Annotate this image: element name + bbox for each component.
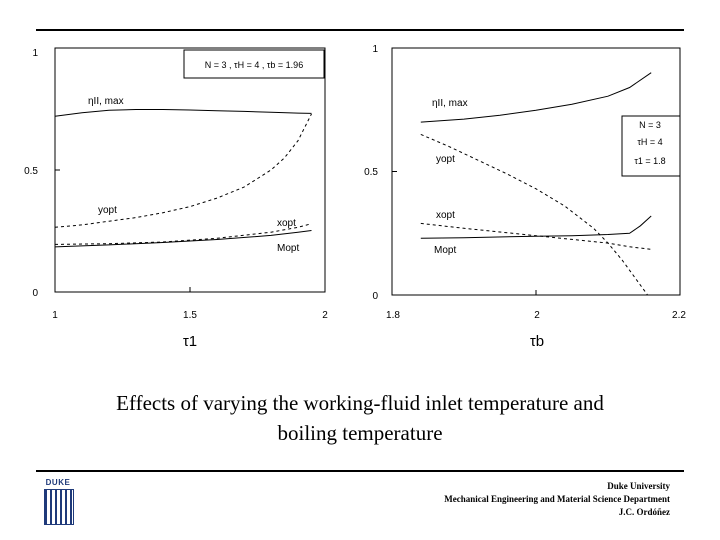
chart1-series-line-0 [54, 109, 312, 117]
chart1-frame [54, 47, 326, 293]
chart1-label-yopt: yopt [98, 205, 117, 216]
duke-logo-emblem [44, 489, 74, 525]
chart2-ytick-1: 1 [372, 44, 378, 55]
chart2-params-box [621, 115, 681, 177]
top-rule [36, 29, 684, 31]
caption-line-1: Effects of varying the working-fluid inl… [116, 391, 604, 415]
chart2-series [420, 72, 652, 296]
chart2-series-line-0 [420, 72, 652, 123]
chart2-ticks [391, 47, 681, 296]
chart2-series-line-2 [420, 222, 652, 250]
chart1-params-text: N = 3 , τH = 4 , τb = 1.96 [205, 60, 303, 70]
chart1-ticks [54, 47, 326, 293]
chart2-label-eta: ηII, max [432, 98, 468, 109]
bottom-rule [36, 470, 684, 472]
duke-logo-text: DUKE [45, 478, 71, 487]
footer-university: Duke University [607, 481, 670, 491]
chart1-label-xopt: xopt [277, 218, 296, 229]
footer-author: J.C. Ordóñez [618, 507, 670, 517]
chart2-xtick-1.8: 1.8 [386, 310, 400, 321]
chart2-xlabel: τb [530, 333, 544, 350]
chart2-series-line-3 [420, 215, 652, 239]
chart2-ytick-0.5: 0.5 [364, 167, 378, 178]
duke-logo: DUKE [38, 478, 78, 525]
chart2-xtick-2: 2 [534, 310, 540, 321]
chart1-xlabel: τ1 [183, 333, 197, 350]
chart2-ytick-0: 0 [372, 291, 378, 302]
chart1-ytick-0.5: 0.5 [24, 166, 38, 177]
chart1-label-eta: ηII, max [88, 96, 124, 107]
chart2-params-tau1: τ1 = 1.8 [634, 156, 665, 166]
chart1-ytick-1: 1 [32, 48, 38, 59]
chart2-params-n: N = 3 [639, 120, 661, 130]
caption-line-2: boiling temperature [277, 421, 443, 445]
chart1-label-mopt: Mopt [277, 243, 299, 254]
chart2-label-yopt: yopt [436, 154, 455, 165]
chart1-xtick-1: 1 [52, 310, 58, 321]
chart2-label-xopt: xopt [436, 210, 455, 221]
chart2-params-tauh: τH = 4 [637, 137, 662, 147]
chart2-label-mopt: Mopt [434, 245, 456, 256]
chart1-series [54, 109, 312, 248]
chart1-series-line-2 [54, 223, 312, 245]
chart1-series-line-3 [54, 230, 312, 248]
chart1-xtick-2: 2 [322, 310, 328, 321]
chart1-xtick-1.5: 1.5 [183, 310, 197, 321]
footer-department: Mechanical Engineering and Material Scie… [444, 494, 670, 504]
chart1-params-box [183, 49, 325, 79]
chart1-series-line-1 [54, 113, 312, 228]
chart2-xtick-2.2: 2.2 [672, 310, 686, 321]
chart1-ytick-0: 0 [32, 288, 38, 299]
chart2-series-line-1 [420, 133, 649, 296]
